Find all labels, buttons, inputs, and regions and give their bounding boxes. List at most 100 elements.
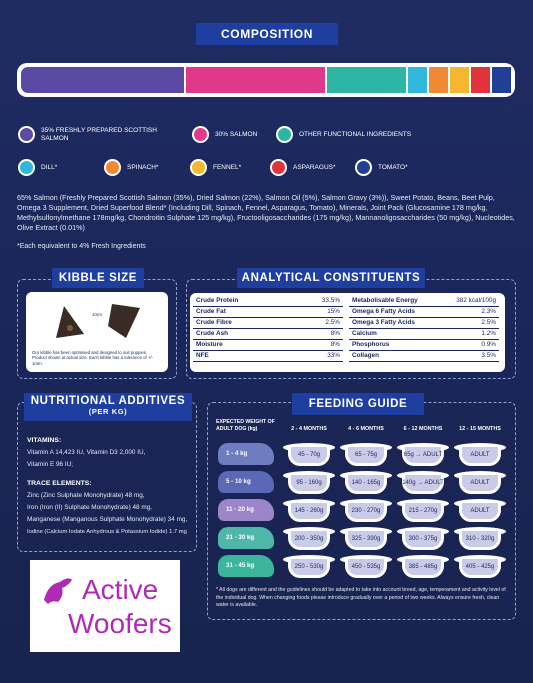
dog-weight-label: 5 - 10 kg (226, 478, 251, 485)
dog-silhouette (218, 499, 274, 521)
legend-item: 30% SALMON (192, 126, 257, 143)
legend-label: OTHER FUNCTIONAL INGREDIENTS (299, 130, 412, 138)
feeding-bowl: ADULT (454, 443, 506, 467)
kibble-note: Our kibble has been optimised and design… (32, 350, 153, 366)
feeding-amount: 65g → ADULT (403, 452, 443, 458)
kibble-image (56, 304, 140, 338)
legend-dot-icon (18, 126, 35, 143)
nutritional-title: NUTRITIONAL ADDITIVES (PER KG) (15, 393, 201, 425)
ingredients-footnote: *Each equivalent to 4% Fresh Ingredients (17, 243, 146, 250)
feeding-amount: 140g → ADULT (402, 480, 444, 486)
feeding-amount: 45 - 70g (297, 452, 321, 458)
nutritional-content: VITAMINS: Vitamin A 14,423 IU, Vitamin D… (27, 436, 203, 537)
legend-item: SPINACH* (104, 159, 158, 176)
legend-item: FENNEL* (190, 159, 241, 176)
feeding-amount: 230 - 270g (351, 508, 381, 514)
legend-item: DILL* (18, 159, 57, 176)
analytical-name: Omega 6 Fatty Acids (349, 306, 441, 318)
analytical-value: 0.9% (440, 339, 499, 351)
feeding-amount: 405 - 425g (465, 564, 495, 570)
analytical-value: 2.5% (440, 317, 499, 329)
analytical-name: Metabolisable Energy (349, 295, 441, 307)
bowl-body (288, 447, 330, 466)
bowl-body (459, 475, 501, 494)
bowl-body (402, 531, 444, 550)
feeding-bowl: 95 - 160g (283, 471, 335, 495)
logo-text-2: Woofers (68, 608, 172, 639)
composition-bar-segment (21, 67, 185, 93)
bowl-body (402, 559, 444, 578)
legend-label: SPINACH* (127, 163, 159, 171)
dog-silhouette (218, 527, 274, 549)
trace-line: Zinc (Zinc Sulphate Monohydrate) 48 mg, (27, 492, 145, 499)
trace-heading: TRACE ELEMENTS: (27, 480, 92, 487)
feeding-amount: 145 - 260g (294, 508, 324, 514)
analytical-row: Collagen 3.5% (349, 350, 499, 362)
legend-item: OTHER FUNCTIONAL INGREDIENTS (276, 126, 411, 143)
analytical-value: 33% (293, 350, 343, 362)
vitamins-line: Vitamin A 14,423 IU, Vitamin D3 2,000 IU… (27, 449, 146, 456)
analytical-name: Moisture (193, 339, 293, 351)
composition-bar-segment (186, 67, 326, 93)
analytical-value: 1.2% (440, 328, 499, 340)
legend-label: FENNEL* (213, 163, 242, 171)
dog-weight-label: 21 - 30 kg (226, 534, 255, 541)
composition-bar-segment (492, 67, 512, 93)
composition-bar-segment (327, 67, 407, 93)
trace-line: Iron (Iron (II) Sulphate Monohydrate) 48… (27, 504, 153, 511)
feeding-bowl: ADULT (454, 471, 506, 495)
feeding-bowl: 310 - 320g (454, 527, 506, 551)
feeding-bowl: 300 - 375g (397, 527, 449, 551)
analytical-name: NFE (193, 350, 293, 362)
analytical-value: 3.5% (440, 350, 499, 362)
feeding-bowl: 65g → ADULT (397, 443, 449, 467)
feeding-amount: 95 - 160g (296, 480, 322, 486)
legend-label: 30% SALMON (215, 130, 258, 138)
feeding-bowl: 405 - 425g (454, 555, 506, 579)
analytical-table-left: Crude Protein 33.5% Crude Fat 15% Crude Fibr… (193, 295, 343, 362)
legend-label: 35% FRESHLY PREPARED SCOTTISH SALMON (41, 126, 157, 142)
analytical-row: Calcium 1.2% (349, 328, 499, 340)
feeding-amount: ADULT (470, 480, 490, 486)
feeding-amount: 450 - 535g (351, 564, 381, 570)
composition-bar-segment (450, 67, 470, 93)
feeding-amount: 300 - 375g (408, 536, 438, 542)
analytical-row: NFE 33% (193, 350, 343, 362)
feeding-amount: 215 - 270g (408, 508, 438, 514)
feeding-column-header: 6 - 12 MONTHS (403, 426, 443, 432)
bowl-body (345, 503, 387, 522)
legend-item: ASPARAGUS* (270, 159, 336, 176)
bowl-body (345, 447, 387, 466)
analytical-row: Omega 6 Fatty Acids 2.3% (349, 306, 499, 318)
feeding-amount: 310 - 320g (465, 536, 495, 542)
legend-item: 35% FRESHLY PREPARED SCOTTISH SALMON (18, 126, 178, 143)
nutritional-subtitle: (PER KG) (88, 407, 128, 416)
bowl-body (288, 475, 330, 494)
legend-label: ASPARAGUS* (293, 163, 336, 171)
feeding-amount: 140 - 165g (351, 480, 381, 486)
feeding-amount: 200 - 350g (294, 536, 324, 542)
dog-weight-label: 11 - 20 kg (226, 506, 254, 513)
feeding-note: * All dogs are different and the guideli… (216, 587, 506, 608)
feeding-weight-header: EXPECTED WEIGHT OF ADULT DOG (kg) (216, 419, 275, 432)
feeding-amount: ADULT (470, 508, 490, 514)
feeding-column-header: 4 - 6 MONTHS (348, 426, 384, 432)
analytical-value: 15% (293, 306, 343, 318)
feeding-amount: 385 - 485g (408, 564, 438, 570)
kibble-title: KIBBLE SIZE (43, 268, 153, 292)
legend-label: DILL* (41, 163, 58, 171)
analytical-name: Crude Fat (193, 306, 293, 318)
nutritional-heading: NUTRITIONAL ADDITIVES (30, 395, 186, 407)
analytical-name: Crude Ash (193, 328, 293, 340)
analytical-value: 8% (293, 339, 343, 351)
vitamins-line: Vitamin E 96 IU; (27, 461, 74, 468)
legend-dot-icon (192, 126, 209, 143)
bowl-body (345, 531, 387, 550)
trace-line: Manganese (Manganous Sulphate Monohydrat… (27, 516, 188, 523)
legend-label: TOMATO* (378, 163, 408, 171)
legend-dot-icon (104, 159, 121, 176)
analytical-row: Crude Fibre 2.5% (193, 317, 343, 329)
feeding-column-header: 2 - 4 MONTHS (291, 426, 327, 432)
feeding-amount: 250 - 530g (294, 564, 324, 570)
bowl-body (402, 447, 444, 466)
